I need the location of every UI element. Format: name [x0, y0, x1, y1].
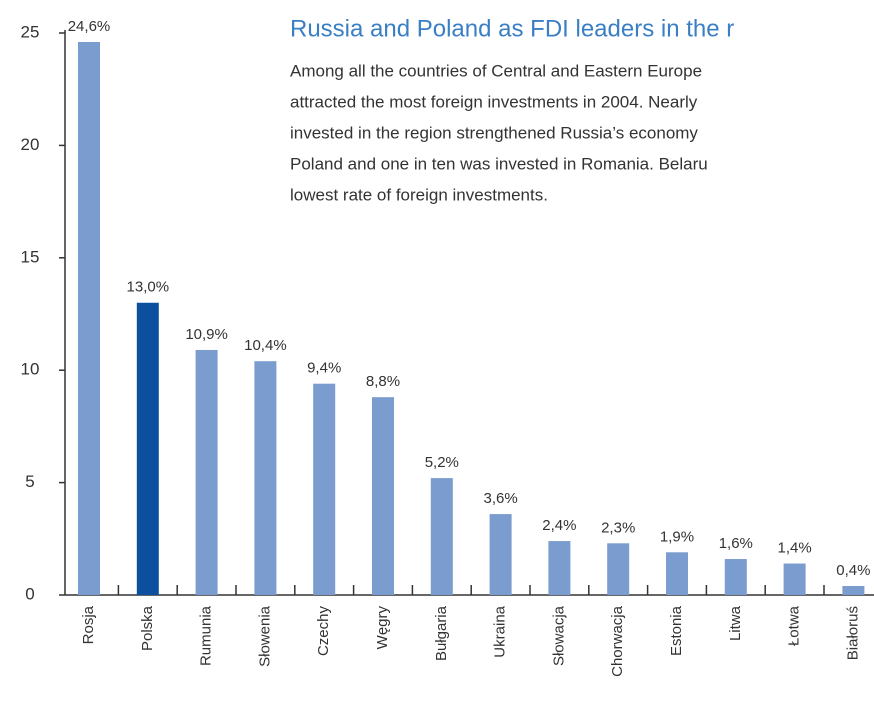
bar — [783, 563, 806, 595]
x-tick-label: Litwa — [727, 605, 744, 641]
bar — [78, 41, 100, 595]
bar — [136, 302, 159, 595]
value-label: 8,8% — [366, 373, 400, 390]
x-tick-label: Chorwacja — [609, 605, 626, 677]
x-tick-label: Bułgaria — [433, 605, 450, 661]
description-line: invested in the region strengthened Russ… — [290, 123, 698, 142]
description-line: Poland and one in ten was invested in Ro… — [290, 154, 708, 173]
value-label: 0,4% — [836, 562, 870, 579]
description-line: lowest rate of foreign investments. — [290, 185, 548, 204]
x-tick-label: Słowacja — [550, 605, 567, 666]
value-label: 13,0% — [127, 279, 170, 296]
x-tick-label: Białoruś — [844, 606, 861, 660]
y-tick-label: 10 — [21, 360, 40, 379]
bar — [254, 361, 277, 595]
value-label: 5,2% — [425, 454, 459, 471]
x-tick-label: Rumunia — [198, 605, 215, 666]
bar — [666, 552, 688, 595]
description-line: Among all the countries of Central and E… — [290, 61, 702, 80]
bar — [372, 397, 394, 595]
x-tick-label: Łotwa — [786, 605, 803, 646]
chart-title: Russia and Poland as FDI leaders in the … — [290, 15, 734, 42]
y-tick-label: 15 — [21, 247, 40, 266]
value-label: 1,9% — [660, 528, 694, 545]
x-tick-label: Rosja — [80, 605, 97, 644]
value-label: 24,6% — [68, 18, 111, 35]
bar — [548, 541, 571, 595]
bar — [195, 349, 218, 595]
x-tick-label: Słowenia — [256, 605, 273, 667]
value-label: 2,4% — [542, 517, 576, 534]
x-tick-label: Węgry — [374, 606, 391, 650]
value-label: 2,3% — [601, 519, 635, 536]
y-tick-label: 25 — [21, 22, 40, 41]
value-label: 9,4% — [307, 360, 341, 377]
bar — [607, 543, 630, 595]
x-tick-label: Polska — [139, 605, 156, 651]
y-tick-label: 5 — [25, 472, 34, 491]
y-tick-label: 0 — [25, 584, 34, 603]
bar — [489, 514, 512, 595]
value-label: 1,6% — [719, 535, 753, 552]
bar — [842, 586, 865, 595]
value-label: 10,9% — [185, 326, 228, 343]
value-label: 10,4% — [244, 337, 287, 354]
x-tick-label: Czechy — [315, 606, 332, 657]
x-tick-label: Estonia — [668, 605, 685, 656]
bar — [724, 559, 747, 595]
description-line: attracted the most foreign investments i… — [290, 92, 698, 111]
value-label: 1,4% — [777, 539, 811, 556]
value-label: 3,6% — [483, 490, 517, 507]
x-tick-label: Ukraina — [492, 605, 509, 657]
bar — [313, 383, 336, 595]
y-tick-label: 20 — [21, 135, 40, 154]
bar — [430, 478, 453, 595]
